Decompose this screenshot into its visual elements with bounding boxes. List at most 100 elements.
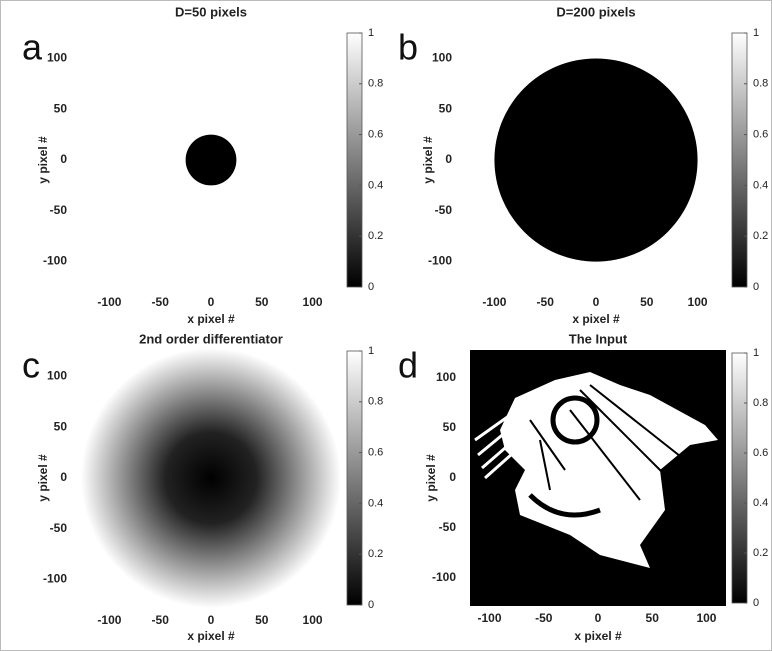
whisker (484, 443, 523, 480)
y-tick-label: 50 (443, 420, 457, 434)
stripe (579, 389, 671, 481)
colorbar-tick-label: 0.6 (753, 447, 768, 459)
colorbar-tick-label: 1 (368, 345, 374, 357)
x-tick-label: 50 (640, 295, 654, 309)
panel-title: D=200 pixels (556, 4, 635, 19)
image-panel (494, 58, 698, 262)
stripe (529, 419, 566, 471)
whisker (477, 420, 519, 457)
whisker (474, 406, 521, 442)
y-tick-label: 100 (432, 51, 452, 65)
y-tick-label: -100 (428, 254, 452, 268)
panel-letter: a (22, 27, 43, 68)
colorbar (731, 352, 748, 604)
colorbar-tick-label: 0.2 (368, 230, 383, 242)
x-tick-label: 50 (646, 611, 660, 625)
x-tick-label: 100 (303, 613, 323, 627)
colorbar-tick-label: 0.8 (368, 78, 383, 90)
y-tick-label: 100 (436, 370, 456, 384)
eye-ring (550, 395, 600, 445)
y-tick-label: 50 (54, 101, 68, 115)
colorbar-tick-label: 0.8 (753, 78, 768, 90)
y-axis-label: y pixel # (36, 136, 50, 184)
image-panel (185, 134, 237, 186)
colorbar-tick-label: 0.6 (368, 447, 383, 459)
x-tick-label: -100 (97, 295, 121, 309)
panel-letter: c (22, 345, 40, 386)
colorbar-tick-label: 0.2 (753, 230, 768, 242)
x-tick-label: -50 (152, 613, 170, 627)
colorbar-tick-label: 0.4 (753, 497, 768, 509)
colorbar-tick-label: 0.8 (368, 396, 383, 408)
panel-title: The Input (569, 331, 628, 346)
radial-filter (81, 348, 341, 608)
y-tick-label: -50 (50, 203, 68, 217)
colorbar-tick-label: 0.8 (753, 397, 768, 409)
colorbar-tick-label: 0.4 (753, 179, 768, 191)
stripe (589, 384, 686, 461)
x-tick-label: 0 (208, 295, 215, 309)
colorbar-tick-label: 1 (753, 27, 759, 39)
colorbar-tick-label: 0 (368, 599, 374, 611)
colorbar-tick-label: 0 (753, 597, 759, 609)
colorbar-tick-label: 0.6 (368, 129, 383, 141)
panel-letter: d (398, 345, 418, 386)
y-tick-label: -50 (435, 203, 453, 217)
x-tick-label: 0 (593, 295, 600, 309)
x-tick-label: -50 (152, 295, 170, 309)
x-tick-label: 50 (255, 295, 269, 309)
stripe (539, 439, 551, 491)
panel-title: 2nd order differentiator (139, 331, 283, 346)
colorbar-tick-label: 0.2 (753, 547, 768, 559)
whisker (481, 433, 521, 470)
y-tick-label: -50 (50, 521, 68, 535)
y-axis-label: y pixel # (421, 136, 435, 184)
colorbar-tick-label: 0.2 (368, 548, 383, 560)
y-tick-label: -100 (432, 570, 456, 584)
x-tick-label: 100 (303, 295, 323, 309)
x-tick-label: -50 (535, 611, 553, 625)
y-tick-label: 0 (60, 152, 67, 166)
x-tick-label: 100 (688, 295, 708, 309)
x-tick-label: 50 (255, 613, 269, 627)
colorbar-tick-label: 1 (368, 27, 374, 39)
image-panel (470, 350, 726, 606)
y-tick-label: 0 (445, 152, 452, 166)
y-tick-label: 50 (439, 101, 453, 115)
x-axis-label: x pixel # (572, 312, 620, 326)
colorbar-tick-label: 0 (753, 281, 759, 293)
colorbar (346, 32, 363, 288)
y-tick-label: 0 (60, 470, 67, 484)
y-tick-label: -100 (43, 254, 67, 268)
x-tick-label: -50 (537, 295, 555, 309)
x-tick-label: -100 (482, 295, 506, 309)
colorbar-tick-label: 0.4 (368, 497, 383, 509)
y-tick-label: 100 (47, 51, 67, 65)
x-axis-label: x pixel # (574, 629, 622, 643)
y-axis-label: y pixel # (36, 454, 50, 502)
y-tick-label: 0 (449, 470, 456, 484)
colorbar-tick-label: 0 (368, 281, 374, 293)
disk (494, 58, 698, 262)
colorbar (731, 32, 748, 288)
colorbar-tick-label: 0.6 (753, 129, 768, 141)
panel-title: D=50 pixels (175, 4, 247, 19)
panel-letter: b (398, 27, 418, 68)
y-axis-label: y pixel # (424, 454, 438, 502)
y-tick-label: 50 (54, 419, 68, 433)
x-tick-label: 0 (595, 611, 602, 625)
image-panel (81, 348, 341, 608)
x-tick-label: -100 (478, 611, 502, 625)
x-tick-label: -100 (97, 613, 121, 627)
colorbar-tick-label: 0.4 (368, 179, 383, 191)
stripe (569, 409, 641, 501)
x-tick-label: 100 (696, 611, 716, 625)
x-tick-label: 0 (208, 613, 215, 627)
colorbar-tick-label: 1 (753, 347, 759, 359)
colorbar (346, 350, 363, 606)
y-tick-label: 100 (47, 369, 67, 383)
y-tick-label: -50 (439, 520, 457, 534)
x-axis-label: x pixel # (187, 629, 235, 643)
jaw (528, 493, 601, 518)
